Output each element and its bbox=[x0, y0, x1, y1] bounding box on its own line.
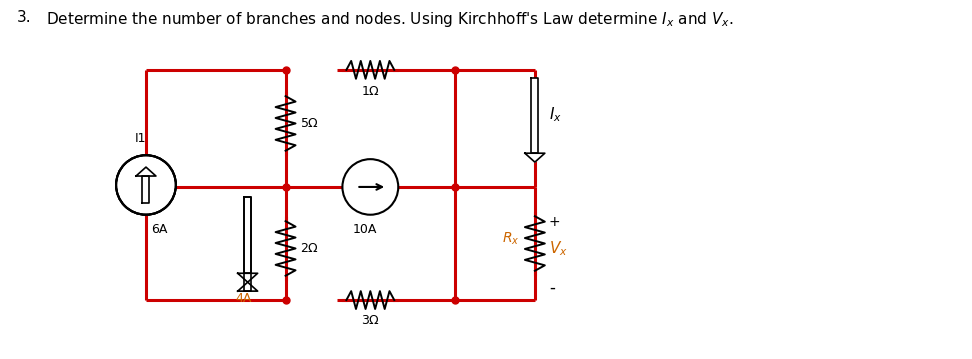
Text: 5$\Omega$: 5$\Omega$ bbox=[299, 117, 319, 130]
Circle shape bbox=[342, 159, 399, 215]
Text: 3$\Omega$: 3$\Omega$ bbox=[361, 314, 380, 327]
Text: -: - bbox=[549, 279, 555, 297]
Text: 3.: 3. bbox=[17, 10, 31, 25]
Polygon shape bbox=[244, 197, 251, 291]
Text: 6A: 6A bbox=[151, 223, 167, 236]
Text: +: + bbox=[549, 215, 561, 229]
Text: 2$\Omega$: 2$\Omega$ bbox=[299, 242, 319, 255]
Text: $V_x$: $V_x$ bbox=[549, 239, 568, 258]
Polygon shape bbox=[525, 153, 545, 162]
Polygon shape bbox=[532, 78, 538, 153]
Polygon shape bbox=[136, 167, 156, 176]
Polygon shape bbox=[244, 197, 251, 273]
Text: 10A: 10A bbox=[353, 223, 377, 236]
Circle shape bbox=[116, 155, 176, 215]
Text: $I_x$: $I_x$ bbox=[549, 106, 562, 124]
Text: $R_x$: $R_x$ bbox=[503, 230, 520, 247]
Text: Determine the number of branches and nodes. Using Kirchhoff's Law determine $I_x: Determine the number of branches and nod… bbox=[47, 10, 734, 29]
Polygon shape bbox=[238, 273, 258, 282]
Polygon shape bbox=[143, 176, 150, 203]
Text: I1: I1 bbox=[135, 132, 147, 145]
Text: 4A: 4A bbox=[236, 292, 252, 305]
Polygon shape bbox=[238, 282, 258, 291]
Text: 1$\Omega$: 1$\Omega$ bbox=[361, 85, 380, 98]
